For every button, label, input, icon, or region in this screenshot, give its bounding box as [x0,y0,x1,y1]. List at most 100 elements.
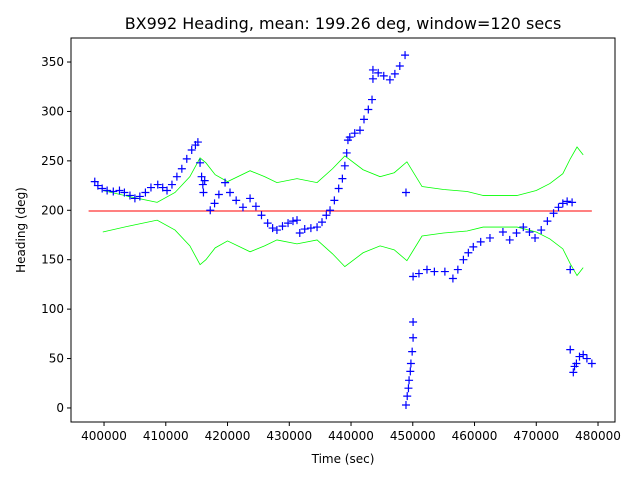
data-point-18 [182,154,191,163]
data-point-42 [288,217,297,226]
x-tick-label-7: 470000 [513,429,559,443]
data-point-54 [340,161,349,170]
data-point-43 [292,216,301,225]
data-point-21 [193,138,202,147]
data-point-1 [93,181,102,190]
y-tick-label-5: 250 [41,154,64,168]
data-point-60 [359,115,368,124]
data-point-113 [582,354,591,363]
data-point-67 [385,75,394,84]
data-point-69 [395,61,404,70]
data-point-61 [364,105,373,114]
data-point-11 [146,183,155,192]
data-point-98 [531,233,540,242]
data-point-37 [263,219,272,228]
data-point-63 [368,74,377,83]
data-point-4 [109,187,118,196]
data-point-68 [390,69,399,78]
data-point-58 [350,129,359,138]
x-tick-label-1: 410000 [143,429,189,443]
data-point-82 [414,269,423,278]
data-point-86 [448,274,457,283]
data-point-30 [221,178,230,187]
data-point-65 [374,68,383,77]
data-point-16 [172,172,181,181]
data-point-99 [537,226,546,235]
data-point-105 [568,198,577,207]
data-point-52 [334,184,343,193]
y-tick-label-7: 350 [41,55,64,69]
data-point-39 [272,226,281,235]
data-point-79 [409,333,418,342]
data-point-112 [579,350,588,359]
data-point-12 [153,180,162,189]
data-point-94 [505,235,514,244]
data-point-53 [338,174,347,183]
data-point-45 [300,225,309,234]
data-point-26 [200,176,209,185]
data-point-102 [554,203,563,212]
data-point-8 [130,194,139,203]
data-point-107 [566,345,575,354]
axes-frame [70,37,616,423]
data-point-92 [485,233,494,242]
data-point-62 [368,95,377,104]
data-point-96 [519,223,528,232]
data-point-73 [403,392,412,401]
data-point-78 [408,347,417,356]
data-point-89 [464,248,473,257]
data-point-46 [306,224,315,233]
band-upper-line [102,146,584,203]
data-point-66 [379,71,388,80]
y-tick-label-0: 0 [56,401,64,415]
data-point-57 [345,133,354,142]
data-point-101 [549,209,558,218]
data-point-24 [198,180,207,189]
data-point-25 [199,188,208,197]
data-point-31 [226,188,235,197]
data-point-74 [404,384,413,393]
data-point-51 [330,196,339,205]
x-tick-label-2: 420000 [205,429,251,443]
data-point-15 [167,180,176,189]
data-point-29 [214,190,223,199]
axis-ticks: 400000 410000 420000 430000 440000 450000 4600… [41,55,621,443]
data-point-9 [135,192,144,201]
x-tick-label-5: 450000 [390,429,436,443]
data-point-14 [163,186,172,195]
data-point-83 [422,265,431,274]
data-point-27 [206,206,215,215]
data-point-41 [284,219,293,228]
data-point-104 [563,197,572,206]
x-tick-label-3: 430000 [266,429,312,443]
data-point-2 [98,184,107,193]
data-point-49 [322,211,331,220]
y-tick-label-1: 50 [49,352,64,366]
data-point-71 [401,188,410,197]
data-point-77 [406,359,415,368]
data-point-59 [355,126,364,135]
data-point-103 [558,199,567,208]
data-point-5 [115,186,124,195]
data-point-80 [409,317,418,326]
data-point-38 [268,224,277,233]
data-point-28 [210,199,219,208]
y-tick-label-6: 300 [41,104,64,118]
data-point-87 [453,265,462,274]
data-point-111 [575,352,584,361]
data-point-97 [525,228,534,237]
y-axis-label: Heading (deg) [14,187,28,273]
data-point-64 [368,65,377,74]
data-point-22 [196,158,205,167]
data-point-47 [313,223,322,232]
data-point-84 [430,267,439,276]
data-point-91 [476,237,485,246]
data-point-90 [469,242,478,251]
data-point-108 [569,368,578,377]
data-point-100 [543,217,552,226]
y-tick-label-2: 100 [41,302,64,316]
data-point-114 [587,359,596,368]
data-point-48 [318,218,327,227]
data-point-76 [406,367,415,376]
